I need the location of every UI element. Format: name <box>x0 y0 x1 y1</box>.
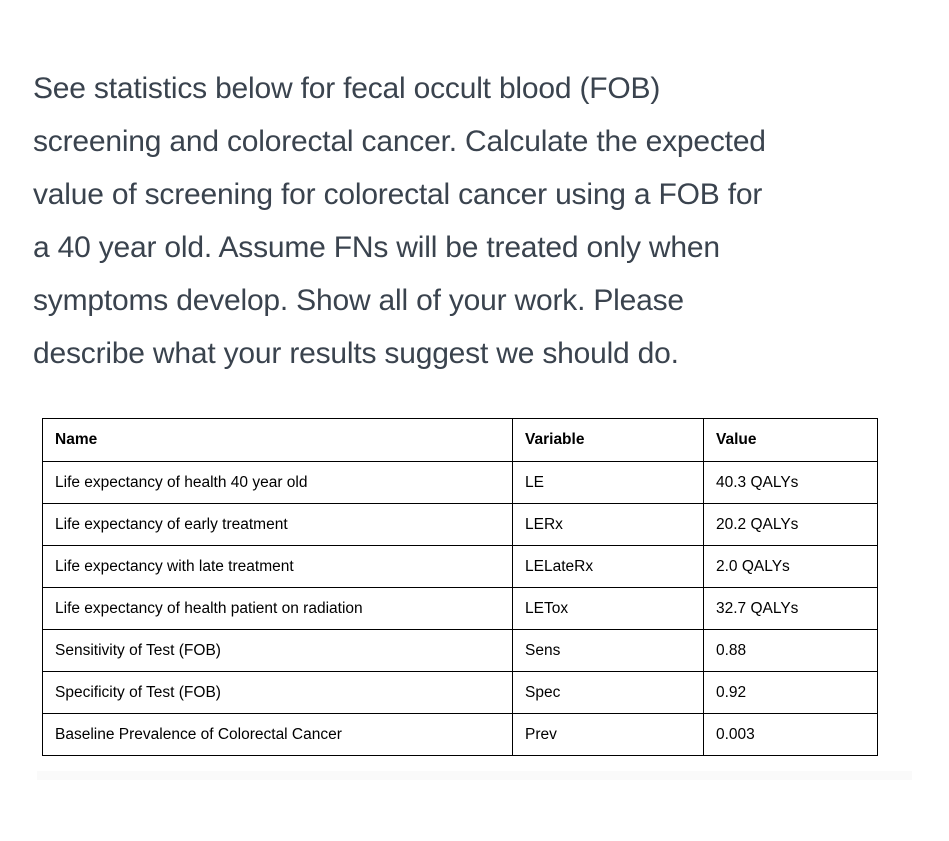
cell-value: 0.003 <box>703 713 878 756</box>
cell-value: 2.0 QALYs <box>703 545 878 588</box>
cell-name: Life expectancy of health patient on rad… <box>42 587 513 630</box>
table-header-row: Name Variable Value <box>42 418 878 462</box>
column-header-variable: Variable <box>512 418 704 462</box>
cell-variable: Prev <box>512 713 704 756</box>
question-line: symptoms develop. Show all of your work.… <box>33 284 684 317</box>
question-line: a 40 year old. Assume FNs will be treate… <box>33 231 720 264</box>
table-row: Sensitivity of Test (FOB) Sens 0.88 <box>42 629 878 672</box>
table-row: Baseline Prevalence of Colorectal Cancer… <box>42 713 878 756</box>
cell-name: Life expectancy with late treatment <box>42 545 513 588</box>
cell-name: Specificity of Test (FOB) <box>42 671 513 714</box>
cell-variable: LELateRx <box>512 545 704 588</box>
cell-name: Sensitivity of Test (FOB) <box>42 629 513 672</box>
cell-variable: LE <box>512 461 704 504</box>
question-line: screening and colorectal cancer. Calcula… <box>33 125 766 158</box>
table-row: Life expectancy of early treatment LERx … <box>42 503 878 546</box>
cell-value: 32.7 QALYs <box>703 587 878 630</box>
cell-name: Life expectancy of health 40 year old <box>42 461 513 504</box>
page-divider-band <box>37 771 912 780</box>
statistics-table: Name Variable Value Life expectancy of h… <box>42 418 878 756</box>
cell-variable: Spec <box>512 671 704 714</box>
cell-name: Baseline Prevalence of Colorectal Cancer <box>42 713 513 756</box>
cell-value: 0.88 <box>703 629 878 672</box>
table-row: Life expectancy with late treatment LELa… <box>42 545 878 588</box>
cell-name: Life expectancy of early treatment <box>42 503 513 546</box>
cell-value: 0.92 <box>703 671 878 714</box>
table-row: Life expectancy of health 40 year old LE… <box>42 461 878 504</box>
cell-value: 40.3 QALYs <box>703 461 878 504</box>
question-paragraph: See statistics below for fecal occult bl… <box>33 62 933 380</box>
table-row: Specificity of Test (FOB) Spec 0.92 <box>42 671 878 714</box>
cell-variable: LERx <box>512 503 704 546</box>
cell-value: 20.2 QALYs <box>703 503 878 546</box>
cell-variable: LETox <box>512 587 704 630</box>
question-line: value of screening for colorectal cancer… <box>33 178 763 211</box>
column-header-name: Name <box>42 418 513 462</box>
cell-variable: Sens <box>512 629 704 672</box>
column-header-value: Value <box>703 418 878 462</box>
question-line: See statistics below for fecal occult bl… <box>33 72 661 105</box>
question-line: describe what your results suggest we sh… <box>33 337 679 370</box>
table-row: Life expectancy of health patient on rad… <box>42 587 878 630</box>
